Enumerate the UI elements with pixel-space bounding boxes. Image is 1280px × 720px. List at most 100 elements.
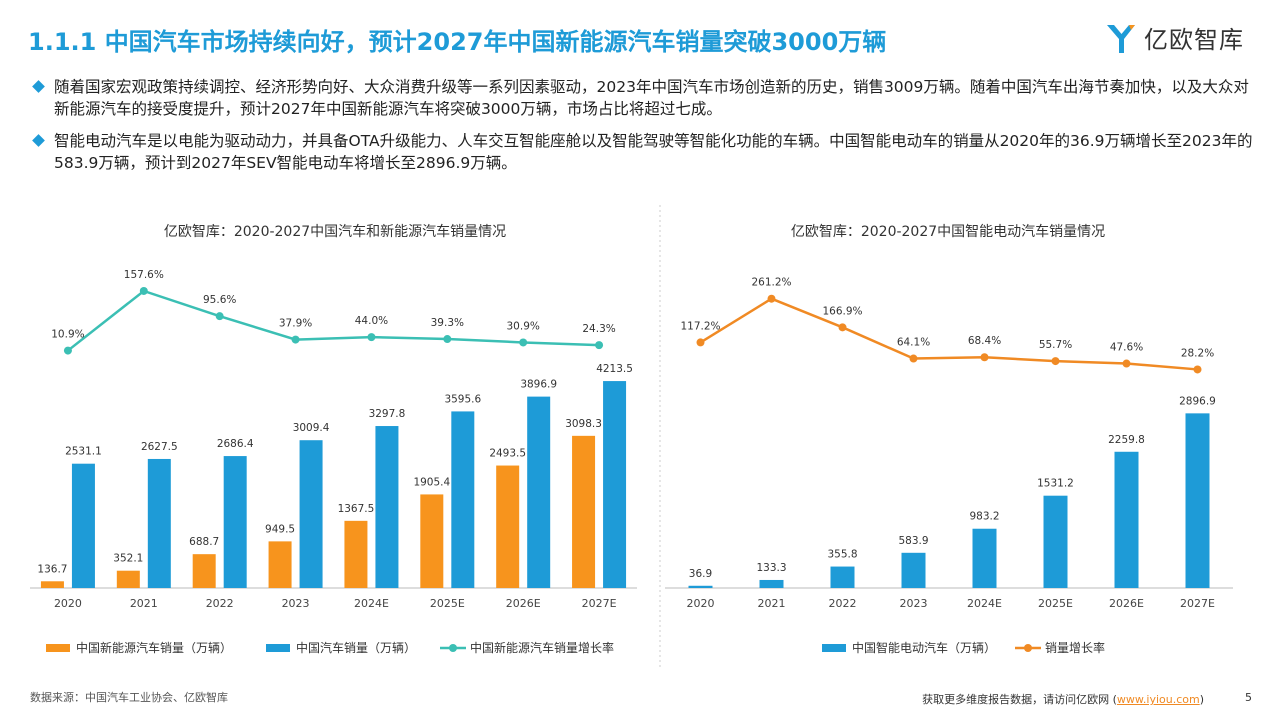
bar bbox=[1043, 495, 1068, 588]
bar bbox=[1114, 451, 1139, 588]
point bbox=[63, 346, 72, 355]
bar bbox=[496, 465, 520, 588]
data-label: 2493.5 bbox=[489, 448, 526, 460]
x-tick-label: 2020 bbox=[54, 597, 82, 610]
data-label: 1367.5 bbox=[338, 503, 375, 515]
point bbox=[696, 338, 705, 347]
data-label: 157.6% bbox=[124, 269, 164, 281]
footer-cta: 获取更多维度报告数据，请访问亿欧网 (www.iyiou.com) bbox=[922, 691, 1204, 707]
data-label: 3297.8 bbox=[369, 408, 406, 420]
bar bbox=[688, 585, 713, 588]
legend-label: 中国新能源汽车销量（万辆） bbox=[76, 640, 232, 655]
legend-label: 销量增长率 bbox=[1045, 640, 1105, 655]
x-tick-label: 2021 bbox=[130, 597, 158, 610]
x-tick-label: 2027E bbox=[582, 597, 617, 610]
bar bbox=[972, 528, 997, 588]
chart-title: 亿欧智库：2020-2027中国智能电动汽车销量情况 bbox=[791, 223, 1105, 240]
x-tick-label: 2025E bbox=[430, 597, 465, 610]
legend-swatch bbox=[822, 644, 846, 652]
chart-title: 亿欧智库：2020-2027中国汽车和新能源汽车销量情况 bbox=[164, 223, 506, 240]
data-label: 2896.9 bbox=[1179, 395, 1216, 407]
x-tick-label: 2022 bbox=[829, 597, 857, 610]
point bbox=[1051, 357, 1060, 366]
data-label: 3595.6 bbox=[444, 393, 481, 405]
source: 数据来源：中国汽车工业协会、亿欧智库 bbox=[30, 691, 228, 704]
data-label: 28.2% bbox=[1181, 347, 1214, 359]
data-label: 355.8 bbox=[827, 549, 857, 561]
cta-text: 获取更多维度报告数据，请访问亿欧网 ( bbox=[922, 693, 1117, 706]
x-tick-label: 2026E bbox=[506, 597, 541, 610]
data-label: 1531.2 bbox=[1037, 478, 1074, 490]
bar bbox=[375, 426, 399, 588]
bar bbox=[759, 579, 784, 588]
bullet: 随着国家宏观政策持续调控、经济形势向好、大众消费升级等一系列因素驱动，2023年… bbox=[32, 76, 1254, 120]
legend-label: 中国新能源汽车销量增长率 bbox=[470, 640, 614, 655]
data-label: 3896.9 bbox=[520, 379, 557, 391]
bar bbox=[572, 435, 596, 588]
bar bbox=[299, 440, 323, 588]
data-label: 117.2% bbox=[680, 320, 720, 332]
data-label: 688.7 bbox=[189, 536, 219, 548]
point bbox=[443, 335, 452, 344]
data-label: 64.1% bbox=[897, 337, 930, 349]
bar bbox=[40, 581, 64, 588]
data-label: 39.3% bbox=[431, 317, 464, 329]
data-label: 3009.4 bbox=[293, 422, 330, 434]
slide-title: 1.1.1 中国汽车市场持续向好，预计2027年中国新能源汽车销量突破3000万… bbox=[28, 28, 887, 56]
x-tick-label: 2020 bbox=[687, 597, 715, 610]
page-number: 5 bbox=[1245, 691, 1252, 704]
data-label: 44.0% bbox=[355, 315, 388, 327]
bar bbox=[147, 458, 171, 588]
point bbox=[215, 312, 224, 321]
bar bbox=[71, 463, 95, 588]
legend-swatch bbox=[449, 644, 457, 652]
data-label: 133.3 bbox=[756, 562, 786, 574]
data-label: 983.2 bbox=[969, 511, 999, 523]
legend-swatch bbox=[1024, 644, 1032, 652]
bar bbox=[603, 381, 627, 588]
x-tick-label: 2023 bbox=[900, 597, 928, 610]
data-label: 24.3% bbox=[582, 323, 615, 335]
point bbox=[909, 354, 918, 363]
legend-swatch bbox=[46, 644, 70, 652]
point bbox=[139, 286, 148, 295]
bar bbox=[344, 520, 368, 588]
link[interactable]: www.iyiou.com bbox=[1116, 693, 1200, 706]
data-label: 166.9% bbox=[822, 305, 862, 317]
bar bbox=[830, 566, 855, 588]
x-tick-label: 2024E bbox=[354, 597, 389, 610]
point bbox=[980, 353, 989, 362]
line bbox=[67, 289, 600, 352]
point bbox=[291, 335, 300, 344]
data-label: 95.6% bbox=[203, 294, 236, 306]
bar bbox=[268, 541, 292, 588]
point bbox=[1122, 359, 1131, 368]
data-label: 1905.4 bbox=[413, 476, 450, 488]
data-label: 2531.1 bbox=[65, 446, 102, 458]
x-tick-label: 2023 bbox=[282, 597, 310, 610]
x-tick-label: 2027E bbox=[1180, 597, 1215, 610]
data-label: 352.1 bbox=[113, 553, 143, 565]
data-label: 261.2% bbox=[751, 277, 791, 289]
data-label: 30.9% bbox=[507, 320, 540, 332]
point bbox=[1193, 365, 1202, 374]
line bbox=[699, 297, 1198, 371]
bar bbox=[527, 396, 551, 588]
data-label: 10.9% bbox=[51, 329, 84, 341]
data-label: 136.7 bbox=[37, 563, 67, 575]
point bbox=[767, 294, 776, 303]
x-tick-label: 2021 bbox=[758, 597, 786, 610]
bullet: 智能电动汽车是以电能为驱动动力，并具备OTA升级能力、人车交互智能座舱以及智能驾… bbox=[32, 130, 1254, 174]
x-tick-label: 2022 bbox=[206, 597, 234, 610]
data-label: 37.9% bbox=[279, 318, 312, 330]
point bbox=[519, 338, 528, 347]
data-label: 2627.5 bbox=[141, 441, 178, 453]
bar bbox=[116, 570, 140, 588]
data-label: 583.9 bbox=[898, 535, 928, 547]
logo-icon bbox=[1107, 24, 1135, 53]
bar bbox=[451, 411, 475, 588]
bar bbox=[1185, 413, 1210, 588]
bar bbox=[420, 494, 444, 588]
